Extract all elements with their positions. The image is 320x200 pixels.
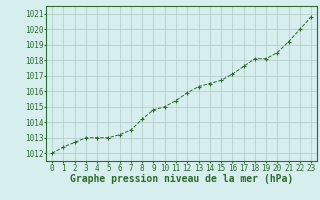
X-axis label: Graphe pression niveau de la mer (hPa): Graphe pression niveau de la mer (hPa) xyxy=(70,174,293,184)
